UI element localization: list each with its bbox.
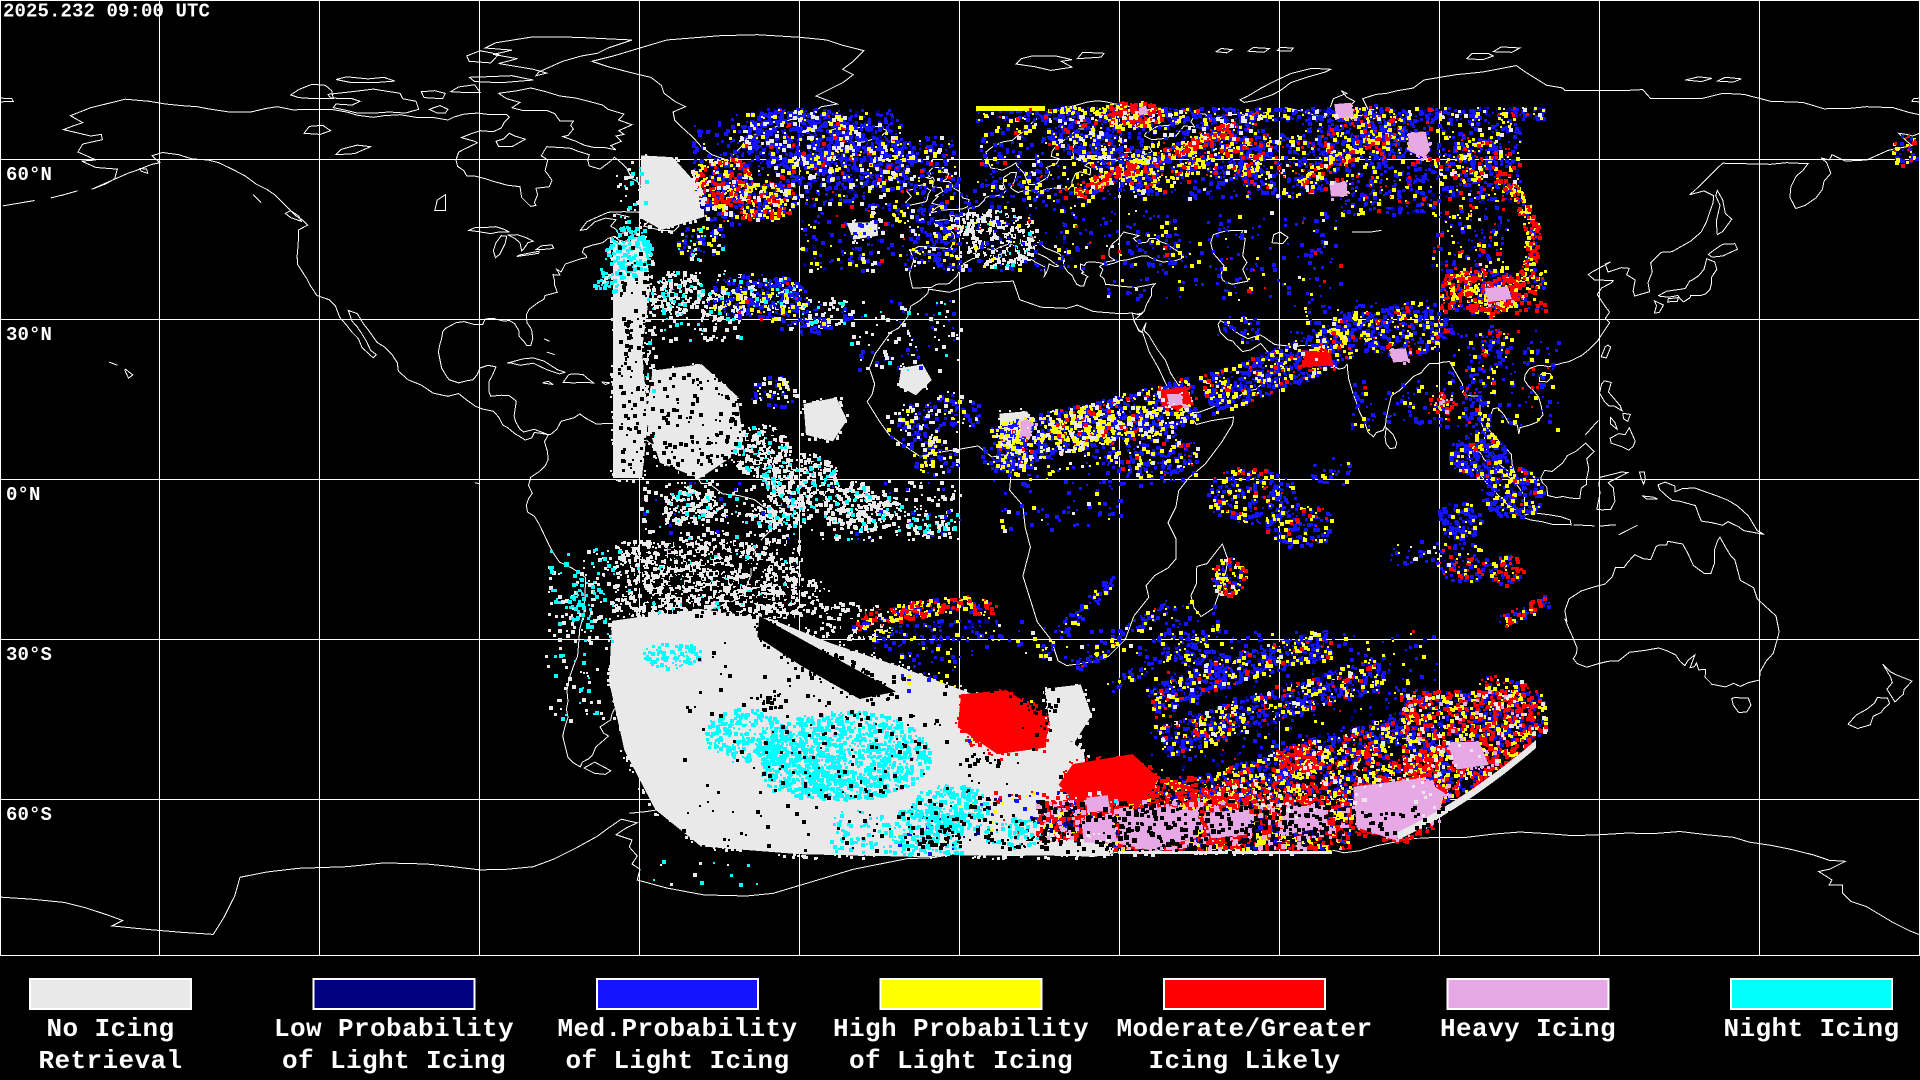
svg-text:60°N: 60°N xyxy=(6,164,52,186)
svg-text:2025.232 09:00 UTC: 2025.232 09:00 UTC xyxy=(3,1,210,23)
svg-text:0°N: 0°N xyxy=(6,484,41,506)
svg-text:Moderate/Greater: Moderate/Greater xyxy=(1116,1014,1372,1044)
svg-text:Icing Likely: Icing Likely xyxy=(1148,1046,1340,1076)
svg-text:of Light Icing: of Light Icing xyxy=(282,1046,506,1076)
svg-text:Med.Probability: Med.Probability xyxy=(557,1014,797,1044)
svg-text:High Probability: High Probability xyxy=(833,1014,1089,1044)
svg-text:of Light Icing: of Light Icing xyxy=(849,1046,1073,1076)
svg-text:of Light Icing: of Light Icing xyxy=(565,1046,789,1076)
svg-text:Retrieval: Retrieval xyxy=(38,1046,182,1076)
svg-text:Heavy Icing: Heavy Icing xyxy=(1440,1014,1616,1044)
svg-text:Night Icing: Night Icing xyxy=(1723,1014,1899,1044)
svg-text:Low Probability: Low Probability xyxy=(274,1014,514,1044)
svg-text:60°S: 60°S xyxy=(6,804,52,826)
svg-text:No Icing: No Icing xyxy=(46,1014,174,1044)
svg-text:30°S: 30°S xyxy=(6,644,52,666)
svg-text:30°N: 30°N xyxy=(6,324,52,346)
